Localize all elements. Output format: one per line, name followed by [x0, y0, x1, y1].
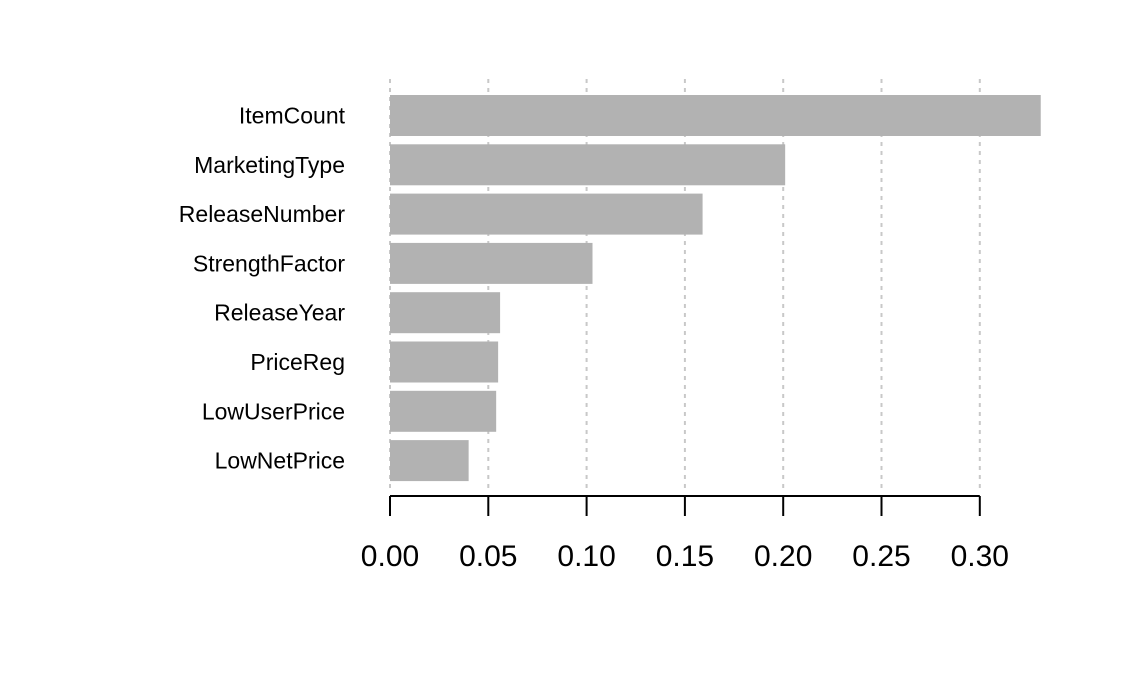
x-tick-label-0.00: 0.00: [361, 540, 419, 573]
category-label-releasenumber: ReleaseNumber: [179, 201, 346, 227]
category-label-pricereg: PriceReg: [250, 349, 345, 375]
bar-lownetprice: [390, 440, 469, 482]
x-tick-label-0.15: 0.15: [656, 540, 714, 573]
x-tick-label-0.05: 0.05: [459, 540, 517, 573]
bar-layer: [390, 95, 1041, 482]
category-label-lowuserprice: LowUserPrice: [202, 398, 345, 424]
bar-strengthfactor: [390, 242, 593, 284]
x-tick-label-0.20: 0.20: [754, 540, 812, 573]
bar-releasenumber: [390, 193, 703, 235]
bar-pricereg: [390, 341, 499, 383]
x-tick-label-0.30: 0.30: [951, 540, 1009, 573]
category-label-itemcount: ItemCount: [239, 103, 346, 129]
x-tick-label-0.10: 0.10: [557, 540, 615, 573]
category-label-strengthfactor: StrengthFactor: [193, 250, 345, 276]
x-axis: 0.00 0.05 0.10 0.15 0.20 0.25 0.30: [361, 495, 1009, 573]
bar-releaseyear: [390, 292, 501, 334]
bar-marketingtype: [390, 144, 786, 186]
category-label-releaseyear: ReleaseYear: [214, 300, 345, 326]
category-label-marketingtype: MarketingType: [194, 152, 345, 178]
bar-itemcount: [390, 95, 1041, 136]
category-label-layer: ItemCount MarketingType ReleaseNumber Stren…: [179, 103, 346, 474]
category-label-lownetprice: LowNetPrice: [215, 448, 345, 474]
x-tick-label-0.25: 0.25: [852, 540, 910, 573]
bar-lowuserprice: [390, 390, 497, 432]
